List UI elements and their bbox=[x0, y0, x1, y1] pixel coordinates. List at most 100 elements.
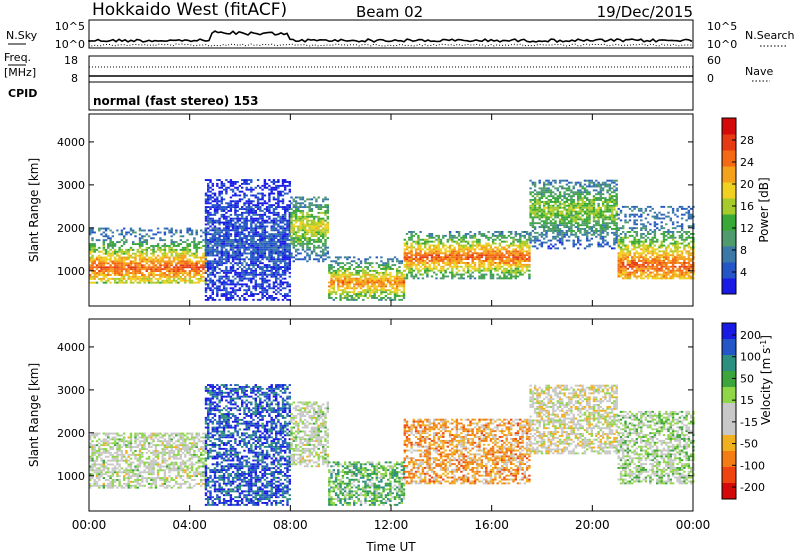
heatmap-cell bbox=[494, 242, 497, 245]
heatmap-cell bbox=[204, 233, 208, 236]
heatmap-cell bbox=[193, 254, 196, 257]
heatmap-cell bbox=[592, 224, 596, 227]
heatmap-cell bbox=[478, 238, 481, 241]
heatmap-cell bbox=[177, 277, 180, 280]
freq-label: Freq. bbox=[4, 51, 31, 64]
heatmap-cell bbox=[382, 277, 385, 280]
heatmap-cell bbox=[471, 244, 474, 247]
heatmap-cell bbox=[558, 231, 562, 234]
heatmap-cell bbox=[270, 244, 273, 247]
heatmap-cell bbox=[254, 248, 257, 251]
heatmap-cell bbox=[346, 295, 349, 297]
heatmap-cell bbox=[238, 223, 242, 226]
heatmap-cell bbox=[277, 287, 280, 290]
heatmap-cell bbox=[279, 239, 282, 241]
nave-tick-top: 60 bbox=[707, 54, 721, 67]
heatmap-cell bbox=[337, 273, 340, 276]
heatmap-cell bbox=[510, 271, 513, 274]
heatmap-cell bbox=[521, 269, 524, 272]
heatmap-cell bbox=[177, 256, 180, 259]
heatmap-cell bbox=[195, 243, 198, 246]
heatmap-cell bbox=[332, 283, 335, 286]
heatmap-cell bbox=[457, 248, 461, 251]
heatmap-cell bbox=[252, 275, 255, 278]
heatmap-cell bbox=[572, 241, 575, 244]
heatmap-cell bbox=[247, 295, 251, 297]
heatmap-cell bbox=[218, 219, 221, 222]
heatmap-cell bbox=[485, 242, 488, 245]
heatmap-cell bbox=[519, 260, 522, 262]
heatmap-cell bbox=[540, 220, 544, 223]
heatmap-cell bbox=[574, 183, 578, 186]
heatmap-cell bbox=[129, 260, 133, 263]
heatmap-cell bbox=[254, 242, 257, 245]
heatmap-cell bbox=[95, 239, 99, 242]
heatmap-cell bbox=[545, 183, 548, 186]
heatmap-cell bbox=[567, 199, 571, 201]
heatmap-cell bbox=[100, 250, 103, 253]
heatmap-cell bbox=[572, 230, 575, 232]
heatmap-cell bbox=[190, 252, 194, 255]
heatmap-cell bbox=[166, 245, 169, 247]
heatmap-cell bbox=[118, 256, 121, 259]
heatmap-cell bbox=[256, 242, 260, 245]
heatmap-cell bbox=[256, 273, 260, 276]
heatmap-cell bbox=[563, 222, 566, 225]
heatmap-cell bbox=[455, 260, 459, 262]
heatmap-cell bbox=[288, 254, 291, 257]
heatmap-cell bbox=[245, 239, 248, 241]
heatmap-cell bbox=[531, 212, 535, 215]
heatmap-cell bbox=[247, 211, 251, 214]
heatmap-cell bbox=[588, 222, 591, 225]
heatmap-cell bbox=[317, 254, 320, 257]
heatmap-cell bbox=[252, 237, 255, 240]
heatmap-cell bbox=[204, 248, 208, 251]
heatmap-cell bbox=[574, 218, 578, 221]
heatmap-cell bbox=[387, 277, 390, 280]
heatmap-cell bbox=[430, 254, 434, 257]
heatmap-cell bbox=[213, 210, 217, 212]
heatmap-cell bbox=[236, 246, 239, 249]
heatmap-cell bbox=[261, 289, 264, 292]
heatmap-cell bbox=[100, 233, 103, 236]
heatmap-cell bbox=[268, 248, 271, 251]
heatmap-cell bbox=[586, 226, 589, 229]
heatmap-cell bbox=[161, 258, 164, 261]
heatmap-cell bbox=[252, 254, 255, 257]
heatmap-cell bbox=[412, 246, 415, 249]
heatmap-cell bbox=[204, 217, 208, 220]
heatmap-cell bbox=[343, 297, 347, 299]
heatmap-cell bbox=[590, 237, 593, 240]
heatmap-cell bbox=[485, 244, 488, 247]
heatmap-cell bbox=[572, 199, 575, 201]
heatmap-cell bbox=[319, 239, 323, 241]
heatmap-cell bbox=[256, 198, 260, 201]
heatmap-cell bbox=[341, 297, 345, 299]
heatmap-cell bbox=[213, 242, 217, 245]
heatmap-cell bbox=[315, 206, 318, 209]
heatmap-cell bbox=[252, 244, 255, 247]
heatmap-cell bbox=[261, 240, 264, 243]
heatmap-cell bbox=[410, 244, 413, 247]
heatmap-cell bbox=[315, 233, 318, 236]
heatmap-cell bbox=[567, 181, 571, 184]
heatmap-cell bbox=[138, 250, 142, 253]
heatmap-cell bbox=[234, 206, 237, 209]
heatmap-cell bbox=[482, 252, 486, 255]
heatmap-cell bbox=[213, 273, 217, 276]
heatmap-cell bbox=[89, 266, 92, 269]
heatmap-cell bbox=[170, 262, 173, 265]
heatmap-cell bbox=[455, 231, 459, 233]
heatmap-cell bbox=[281, 269, 285, 272]
heatmap-cell bbox=[207, 264, 210, 267]
heatmap-cell bbox=[330, 264, 333, 267]
heatmap-cell bbox=[272, 229, 276, 232]
heatmap-cell bbox=[343, 275, 347, 278]
heatmap-cell bbox=[286, 237, 289, 240]
heatmap-cell bbox=[116, 258, 119, 261]
heatmap-cell bbox=[516, 233, 520, 235]
heatmap-cell bbox=[209, 248, 212, 251]
heatmap-cell bbox=[188, 245, 192, 247]
heatmap-cell bbox=[200, 246, 203, 249]
freq-tick-bottom: 8 bbox=[71, 72, 78, 85]
